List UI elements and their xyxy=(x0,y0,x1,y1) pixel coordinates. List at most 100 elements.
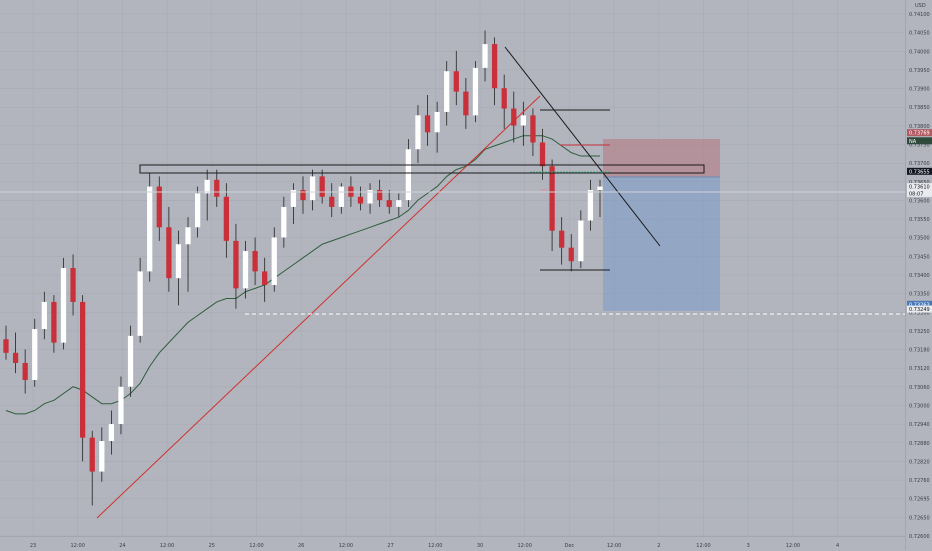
time-tick-label: 30 xyxy=(477,543,483,549)
candle xyxy=(127,325,134,397)
price-tick-label: 0.72940 xyxy=(909,422,930,428)
time-tick-label: 12:00 xyxy=(696,543,710,549)
candle-body-down xyxy=(549,166,555,231)
candle xyxy=(89,430,95,506)
candle xyxy=(415,105,421,163)
price-tag-label: NA xyxy=(909,139,917,145)
candle xyxy=(60,257,67,350)
candle xyxy=(147,173,153,282)
price-tick-label: 0.74000 xyxy=(909,49,930,55)
candle-body-down xyxy=(559,230,565,248)
candle-body-down xyxy=(12,352,19,363)
candle-body-up xyxy=(99,441,105,472)
candle-body-down xyxy=(3,339,9,353)
price-tag-label: 0.73263 xyxy=(909,302,930,308)
candle xyxy=(578,210,584,268)
candle-body-down xyxy=(463,91,469,116)
time-axis[interactable]: 23 12:00 24 12:00 25 12:00 26 12:00 27 12:00 30 12:… xyxy=(0,536,905,551)
candle xyxy=(233,223,239,309)
candle xyxy=(338,183,344,214)
candle-body-up xyxy=(338,186,344,207)
candle xyxy=(242,240,249,299)
candle xyxy=(587,179,594,231)
candle xyxy=(549,159,555,252)
candle-body-down xyxy=(501,88,507,109)
candles xyxy=(3,30,603,506)
candle-body-down xyxy=(22,362,28,380)
time-tick-label: 24 xyxy=(119,543,125,549)
candle xyxy=(271,227,277,292)
price-tag: 0.73769 xyxy=(907,129,932,137)
grid xyxy=(0,0,905,536)
candle-body-down xyxy=(539,142,546,167)
price-tick-label: 0.73900 xyxy=(909,87,930,93)
trendline-resistance[interactable] xyxy=(504,46,661,247)
candle-body-down xyxy=(233,240,239,289)
candle-body-down xyxy=(319,176,325,197)
price-tick-label: 0.73120 xyxy=(909,366,930,372)
time-tick-label: 12:00 xyxy=(160,543,174,549)
candle xyxy=(175,230,182,306)
chart-plot-area[interactable] xyxy=(0,0,905,536)
candle xyxy=(319,169,325,204)
time-tick-label: 12:00 xyxy=(607,543,621,549)
candle xyxy=(214,169,220,207)
position-target-zone[interactable] xyxy=(603,177,720,311)
candle xyxy=(463,78,469,129)
candle xyxy=(70,254,76,316)
candle-body-up xyxy=(175,244,182,279)
position-stop-zone[interactable] xyxy=(603,139,720,177)
time-tick-label: 3 xyxy=(747,543,750,549)
price-tick-label: 0.72880 xyxy=(909,441,930,447)
candle xyxy=(108,410,115,455)
candle-body-up xyxy=(60,268,67,343)
candle xyxy=(482,30,488,82)
candle xyxy=(309,169,316,211)
candle xyxy=(252,237,258,285)
currency-label: USD xyxy=(915,3,926,9)
price-tag-label: 0.73769 xyxy=(909,131,930,137)
candle-body-up xyxy=(472,67,479,116)
price-tick-label: 0.72600 xyxy=(909,534,930,540)
candle-body-up xyxy=(415,115,421,150)
price-tick-label: 0.73060 xyxy=(909,385,930,391)
candle xyxy=(262,257,268,302)
candle-body-down xyxy=(89,437,95,472)
candle-body-down xyxy=(80,301,86,438)
price-tick-label: 0.73550 xyxy=(909,217,930,223)
candle-body-up xyxy=(396,200,402,207)
candle-body-up xyxy=(587,189,594,221)
candle xyxy=(194,186,201,238)
candle-body-down xyxy=(166,227,172,279)
candle-body-up xyxy=(32,329,38,380)
candle-body-down xyxy=(386,200,392,207)
candle-body-up xyxy=(578,220,584,262)
candle xyxy=(377,179,383,207)
candle-body-down xyxy=(377,189,383,201)
candle-body-up xyxy=(482,44,488,68)
time-tick-label: 27 xyxy=(387,543,393,549)
candle xyxy=(597,179,603,218)
candle-body-up xyxy=(520,115,526,126)
time-tick-label: 12:00 xyxy=(339,543,353,549)
time-tick-label: 25 xyxy=(209,543,215,549)
price-tick-label: 0.73400 xyxy=(909,273,930,279)
price-tick-label: 0.73250 xyxy=(909,329,930,335)
candle xyxy=(539,128,546,180)
candle xyxy=(3,325,9,360)
candle xyxy=(396,193,402,218)
candle-body-up xyxy=(242,251,249,289)
candle xyxy=(99,427,105,482)
price-tick-label: 0.73000 xyxy=(909,404,930,410)
price-tag: 0.73655 xyxy=(907,167,932,175)
price-axis[interactable]: USD 0.741000.740500.740000.739500.739000… xyxy=(905,0,932,550)
candle-body-up xyxy=(118,386,124,425)
trendline-support[interactable] xyxy=(96,95,541,519)
price-tick-label: 0.73450 xyxy=(909,254,930,260)
resistance-zone-box[interactable] xyxy=(139,164,705,174)
price-tick-label: 0.72695 xyxy=(909,497,930,503)
candle-body-up xyxy=(281,206,287,238)
candle-body-down xyxy=(424,115,431,133)
